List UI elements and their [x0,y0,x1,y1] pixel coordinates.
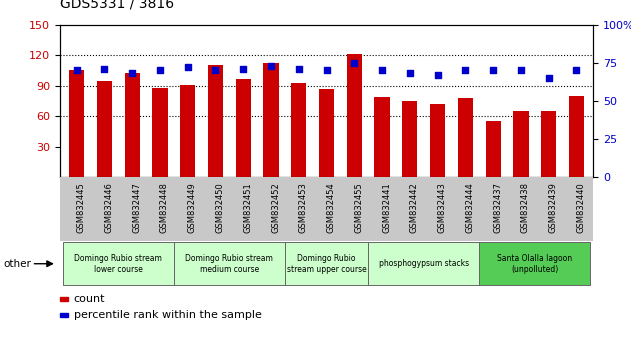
Bar [430,104,445,177]
FancyBboxPatch shape [480,242,591,285]
Text: GSM832437: GSM832437 [493,182,502,233]
Text: GSM832453: GSM832453 [298,182,308,233]
FancyBboxPatch shape [62,242,174,285]
Text: GSM832448: GSM832448 [160,182,169,233]
Point [321,68,332,73]
Text: Santa Olalla lagoon
(unpolluted): Santa Olalla lagoon (unpolluted) [497,254,572,274]
FancyBboxPatch shape [285,242,369,285]
Text: GSM832455: GSM832455 [355,182,363,233]
Text: GSM832442: GSM832442 [410,182,419,233]
Bar [263,63,279,177]
Bar [513,111,529,177]
Point [182,64,192,70]
Bar [291,82,307,177]
Bar [485,121,501,177]
Point [461,68,471,73]
Text: GSM832438: GSM832438 [521,182,530,233]
Point [405,71,415,76]
Bar [235,79,251,177]
Bar [402,101,418,177]
Point [99,66,109,72]
Text: GSM832447: GSM832447 [132,182,141,233]
Text: GSM832439: GSM832439 [549,182,558,233]
Bar [374,97,390,177]
Text: GSM832441: GSM832441 [382,182,391,233]
FancyBboxPatch shape [369,242,480,285]
Bar [124,74,140,177]
Point [155,68,165,73]
Point [488,68,498,73]
Text: GSM832449: GSM832449 [187,182,197,233]
Text: count: count [74,294,105,304]
Point [350,60,360,66]
Point [377,68,387,73]
Point [210,68,220,73]
Text: GSM832440: GSM832440 [577,182,586,233]
Point [238,66,248,72]
Text: GSM832445: GSM832445 [76,182,86,233]
Point [71,68,81,73]
Text: phosphogypsum stacks: phosphogypsum stacks [379,259,469,268]
Bar [180,85,196,177]
Text: GSM832452: GSM832452 [271,182,280,233]
Bar [319,89,334,177]
Point [266,63,276,69]
Point [433,72,443,78]
Bar [97,81,112,177]
Text: Domingo Rubio stream
lower course: Domingo Rubio stream lower course [74,254,162,274]
Point [293,66,304,72]
Bar [152,88,168,177]
Text: percentile rank within the sample: percentile rank within the sample [74,310,262,320]
Text: Domingo Rubio stream
medium course: Domingo Rubio stream medium course [186,254,273,274]
Text: GSM832450: GSM832450 [215,182,225,233]
Point [127,71,137,76]
Point [572,68,582,73]
Point [544,75,554,81]
Text: GSM832454: GSM832454 [327,182,336,233]
Point [516,68,526,73]
Text: GSM832444: GSM832444 [466,182,475,233]
Text: GSM832443: GSM832443 [438,182,447,233]
Bar [208,65,223,177]
Bar [541,111,557,177]
FancyBboxPatch shape [174,242,285,285]
Text: Domingo Rubio
stream upper course: Domingo Rubio stream upper course [286,254,367,274]
Text: other: other [3,259,31,269]
Text: GSM832451: GSM832451 [243,182,252,233]
Text: GDS5331 / 3816: GDS5331 / 3816 [60,0,174,11]
Bar [69,70,85,177]
Text: GSM832446: GSM832446 [104,182,114,233]
Bar [346,54,362,177]
Bar [569,96,584,177]
Bar [457,98,473,177]
